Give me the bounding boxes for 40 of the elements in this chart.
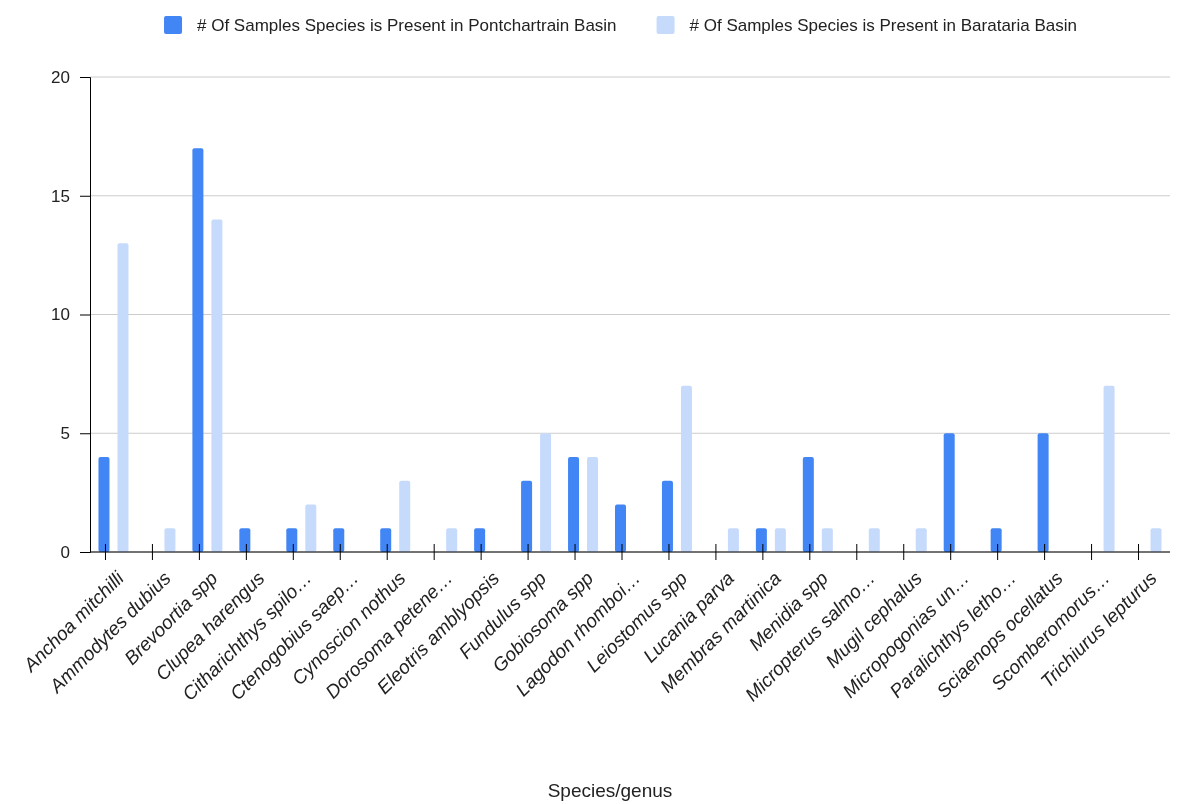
bar	[446, 528, 458, 552]
bar	[1150, 528, 1162, 552]
bar	[1037, 433, 1049, 552]
bar	[661, 480, 673, 552]
bar	[305, 504, 317, 552]
bar	[802, 457, 814, 552]
bar	[286, 528, 298, 552]
y-tick-label: 20	[51, 67, 70, 87]
bar	[755, 528, 767, 552]
bar	[568, 457, 580, 552]
bar	[521, 480, 533, 552]
bar	[868, 528, 880, 552]
bar	[399, 480, 411, 552]
bar	[680, 385, 692, 552]
y-tick-label: 0	[60, 542, 70, 562]
bar	[117, 243, 129, 552]
y-tick-label: 5	[60, 424, 70, 444]
legend-label: # Of Samples Species is Present in Barataria Basin	[689, 16, 1077, 35]
bar	[98, 457, 110, 552]
bar	[1103, 385, 1115, 552]
bar	[211, 219, 223, 552]
bar	[615, 504, 626, 552]
bar	[774, 528, 786, 552]
x-axis-title: Species/genus	[547, 780, 673, 801]
bar	[727, 528, 739, 552]
bar	[821, 528, 833, 552]
bar	[239, 528, 251, 552]
bar	[943, 433, 955, 552]
bar	[540, 433, 552, 552]
bar	[915, 528, 927, 552]
bar	[164, 528, 176, 552]
bar	[333, 528, 345, 552]
bar	[990, 528, 1002, 552]
y-tick-label: 15	[51, 186, 70, 206]
bar	[192, 148, 204, 552]
y-tick-label: 10	[51, 305, 70, 325]
bar	[474, 528, 486, 552]
legend-label: # Of Samples Species is Present in Pontchartrain Basin	[197, 16, 617, 35]
bar	[587, 457, 599, 552]
bar	[380, 528, 392, 552]
